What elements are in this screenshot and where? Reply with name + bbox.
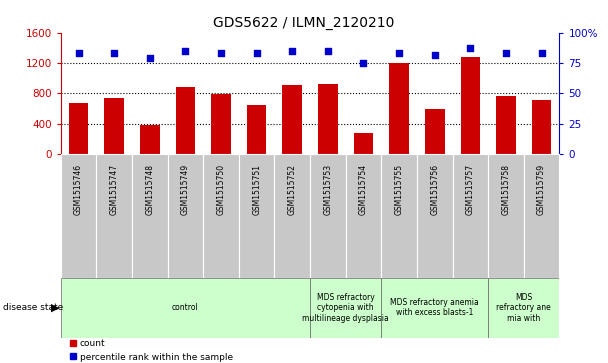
Point (109, 50, 119, 56)
Bar (211, 94, 231, 154)
Point (394, 50, 404, 56)
Bar (97, 154, 132, 278)
Bar (488, 154, 523, 278)
Text: GSM1515755: GSM1515755 (395, 164, 404, 215)
Bar (488, 278, 559, 338)
Text: GSM1515752: GSM1515752 (288, 164, 297, 215)
Bar (381, 154, 417, 278)
Point (323, 48, 333, 54)
Point (181, 48, 190, 54)
Bar (203, 154, 239, 278)
Bar (132, 154, 168, 278)
Text: disease state: disease state (3, 303, 63, 312)
Text: ▶: ▶ (51, 303, 60, 313)
Bar (310, 278, 381, 338)
Text: GSM1515749: GSM1515749 (181, 164, 190, 215)
Bar (346, 154, 381, 278)
Text: GSM1515759: GSM1515759 (537, 164, 546, 215)
Bar (283, 85, 302, 154)
Text: MDS
refractory ane
mia with: MDS refractory ane mia with (496, 293, 551, 323)
Bar (532, 99, 551, 154)
Point (252, 50, 261, 56)
Text: GSM1515746: GSM1515746 (74, 164, 83, 215)
Bar (274, 154, 310, 278)
Text: GSM1515748: GSM1515748 (145, 164, 154, 215)
Point (145, 55, 154, 61)
Bar (389, 63, 409, 154)
Text: GSM1515751: GSM1515751 (252, 164, 261, 215)
Bar (61, 154, 97, 278)
Bar (523, 154, 559, 278)
Bar (354, 133, 373, 154)
Text: MDS refractory anemia
with excess blasts-1: MDS refractory anemia with excess blasts… (390, 298, 479, 317)
Text: MDS refractory
cytopenia with
multilineage dysplasia: MDS refractory cytopenia with multilinea… (302, 293, 389, 323)
Point (359, 60, 368, 66)
Bar (425, 109, 444, 154)
Text: GSM1515750: GSM1515750 (216, 164, 226, 215)
Bar (381, 278, 488, 338)
Text: control: control (172, 303, 199, 312)
Bar (239, 154, 274, 278)
Bar (417, 154, 452, 278)
Point (430, 52, 440, 57)
Bar (318, 83, 337, 154)
Point (501, 50, 511, 56)
Bar (452, 154, 488, 278)
Legend: count, percentile rank within the sample: count, percentile rank within the sample (65, 335, 237, 363)
Text: GSM1515747: GSM1515747 (109, 164, 119, 215)
Text: GSM1515758: GSM1515758 (502, 164, 511, 215)
Bar (176, 87, 195, 154)
Bar (168, 154, 203, 278)
Bar (460, 57, 480, 154)
Bar (310, 154, 346, 278)
Point (216, 50, 226, 56)
Bar (140, 125, 160, 154)
Point (537, 50, 547, 56)
Text: GSM1515757: GSM1515757 (466, 164, 475, 215)
Text: GSM1515754: GSM1515754 (359, 164, 368, 215)
Bar (69, 103, 88, 154)
Bar (61, 278, 310, 338)
Bar (105, 98, 124, 154)
Bar (496, 96, 516, 154)
Bar (247, 105, 266, 154)
Text: GSM1515753: GSM1515753 (323, 164, 333, 215)
Point (288, 48, 297, 54)
Point (466, 46, 475, 52)
Text: GDS5622 / ILMN_2120210: GDS5622 / ILMN_2120210 (213, 16, 395, 30)
Text: GSM1515756: GSM1515756 (430, 164, 439, 215)
Point (74, 50, 83, 56)
